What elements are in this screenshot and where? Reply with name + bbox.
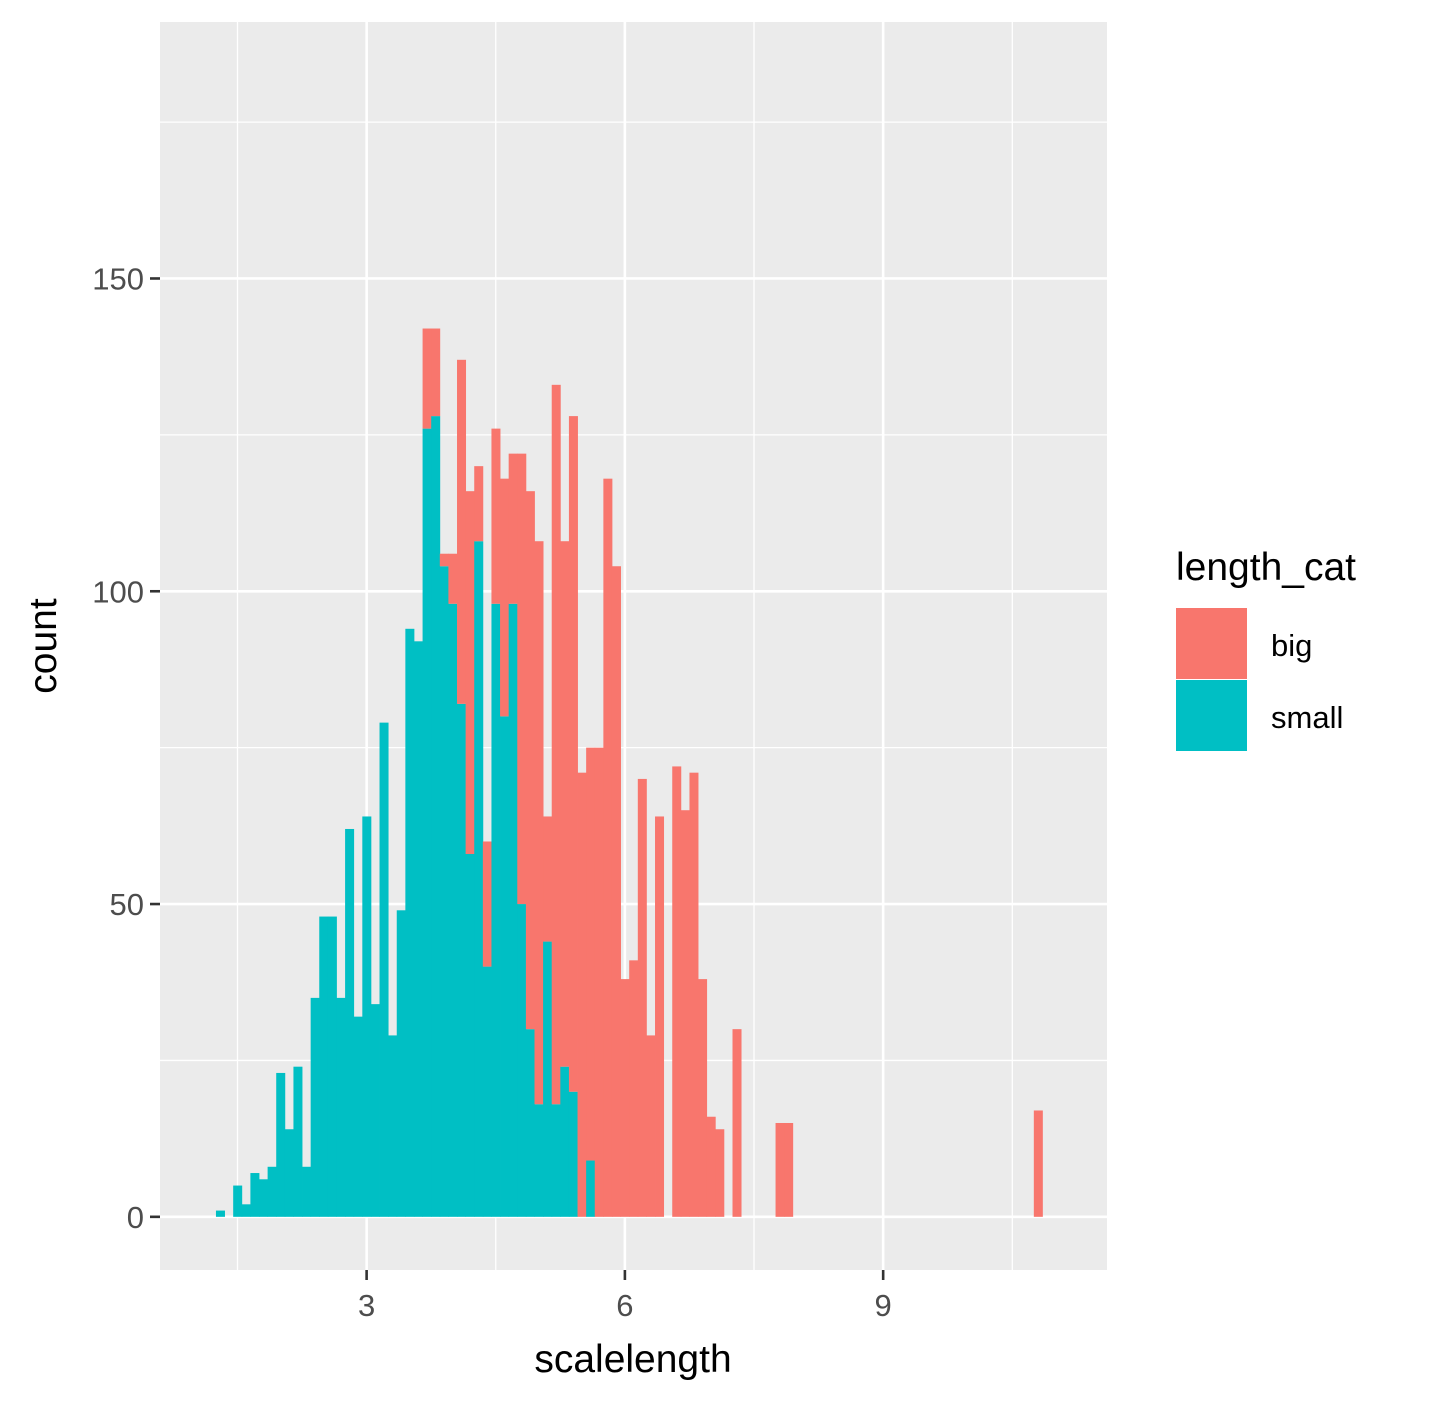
bar-small <box>396 910 406 1217</box>
legend-key-small <box>1176 680 1247 751</box>
bar-small <box>508 603 518 1217</box>
bar-small <box>267 1166 277 1217</box>
y-tick-label: 100 <box>92 574 144 609</box>
bar-small <box>560 1066 570 1217</box>
bar-big <box>465 491 475 854</box>
bar-small <box>568 1091 578 1217</box>
bar-big <box>775 1122 785 1217</box>
legend-label-big: big <box>1271 628 1312 663</box>
bar-small <box>500 716 510 1217</box>
bar-small <box>388 1035 398 1217</box>
bar-small <box>422 428 432 1217</box>
bar-big <box>1033 1110 1043 1217</box>
bar-big <box>637 778 647 1217</box>
bar-small <box>370 1004 380 1217</box>
bar-big <box>689 772 699 1217</box>
y-axis: 0 50 100 150 <box>92 261 160 1235</box>
bar-small <box>534 1104 544 1217</box>
bar-big <box>448 553 458 604</box>
bar-small <box>379 722 389 1217</box>
bar-small <box>543 941 553 1217</box>
bar-small <box>327 916 337 1217</box>
bar-small <box>233 1185 243 1217</box>
bar-big <box>672 766 682 1217</box>
x-axis-title: scalelength <box>534 1338 731 1381</box>
bar-big <box>680 810 690 1217</box>
bar-big <box>620 979 630 1217</box>
bar-big <box>439 553 449 567</box>
y-tick-label: 0 <box>127 1200 144 1235</box>
bar-small <box>259 1179 269 1217</box>
bar-big <box>586 747 596 1161</box>
bar-big <box>474 466 484 542</box>
y-tick-label: 50 <box>110 887 144 922</box>
bar-small <box>310 997 320 1217</box>
bar-big <box>500 478 510 717</box>
bar-small <box>405 628 415 1217</box>
bar-big <box>551 384 561 1105</box>
bar-big <box>629 960 639 1217</box>
bar-big <box>560 541 570 1067</box>
bar-small <box>586 1160 596 1217</box>
legend-title: length_cat <box>1176 546 1356 589</box>
bar-big <box>577 772 587 1217</box>
bar-small <box>250 1173 260 1217</box>
x-axis: 3 6 9 <box>358 1270 892 1323</box>
bar-small <box>302 1166 312 1217</box>
bar-small <box>517 904 527 1217</box>
bar-big <box>491 428 501 604</box>
bar-small <box>474 541 484 1217</box>
bar-small <box>525 1029 535 1217</box>
bar-small <box>345 828 355 1217</box>
bar-big <box>482 841 492 967</box>
bar-small <box>439 566 449 1217</box>
bar-big <box>784 1122 794 1217</box>
bar-big <box>508 453 518 604</box>
bar-small <box>319 916 329 1217</box>
bar-small <box>448 603 458 1217</box>
bar-small <box>491 603 501 1217</box>
bar-small <box>362 816 372 1217</box>
x-tick-label: 9 <box>875 1288 892 1323</box>
bar-big <box>646 1035 656 1217</box>
bar-small <box>551 1104 561 1217</box>
bar-small <box>482 966 492 1217</box>
y-tick-label: 150 <box>92 261 144 296</box>
bar-small <box>293 1066 303 1217</box>
bar-small <box>413 641 423 1217</box>
bar-small <box>284 1129 294 1217</box>
bar-small <box>465 854 475 1217</box>
bar-big <box>706 1116 716 1217</box>
histogram-bars <box>215 328 1043 1217</box>
bar-small <box>336 997 346 1217</box>
x-tick-label: 6 <box>616 1288 633 1323</box>
bar-big <box>457 359 467 704</box>
bar-big <box>715 1129 725 1217</box>
bar-big <box>422 328 432 429</box>
bar-small <box>353 1016 363 1217</box>
bar-big <box>603 478 613 1217</box>
bar-big <box>431 328 441 417</box>
bar-big <box>543 816 553 942</box>
bar-big <box>525 491 535 1030</box>
bar-big <box>517 453 527 905</box>
legend: length_cat big small <box>1176 546 1356 751</box>
bar-big <box>611 566 621 1217</box>
bar-big <box>568 416 578 1092</box>
bar-big <box>698 979 708 1217</box>
bar-big <box>732 1029 742 1217</box>
y-axis-title: count <box>22 598 65 694</box>
bar-small <box>431 416 441 1217</box>
bar-big <box>655 816 665 1217</box>
legend-key-big <box>1176 608 1247 679</box>
bar-small <box>215 1210 225 1217</box>
bar-small <box>241 1204 251 1217</box>
legend-label-small: small <box>1271 700 1343 735</box>
bar-small <box>457 703 467 1217</box>
x-tick-label: 3 <box>358 1288 375 1323</box>
bar-big <box>534 541 544 1105</box>
bar-small <box>276 1072 286 1217</box>
bar-big <box>594 747 604 1217</box>
